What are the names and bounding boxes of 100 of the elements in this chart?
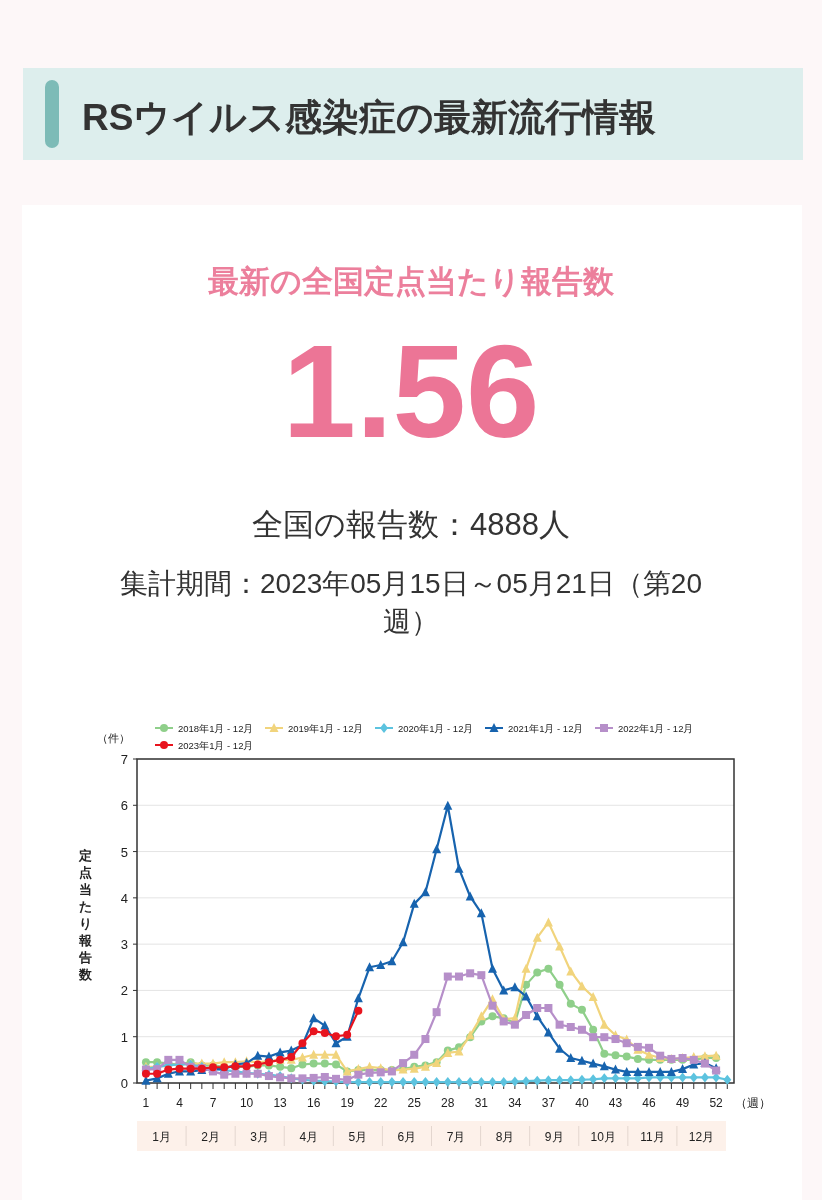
point (666, 1066, 676, 1076)
y-tick-label: 4 (120, 890, 128, 906)
x-tick-label: 37 (541, 1096, 556, 1110)
point (521, 991, 531, 1001)
text: 12月 (688, 1130, 715, 1144)
point (399, 1077, 408, 1088)
point (589, 1025, 598, 1034)
y-tick-label: 6 (120, 798, 128, 814)
point (589, 1033, 598, 1042)
legend-label: 2018年1月 - 12月 (178, 723, 254, 734)
point (566, 999, 575, 1008)
point (599, 1019, 609, 1029)
text: 全国の報告数：4888人 (252, 507, 570, 542)
point (309, 1049, 319, 1059)
point (611, 1073, 620, 1084)
chart-subtitle: 最新の全国定点当たり報告数 (208, 264, 615, 299)
point (253, 1050, 263, 1060)
text: 5月 (348, 1130, 368, 1144)
x-tick-label: 28 (441, 1096, 455, 1110)
point (622, 1066, 632, 1076)
point (354, 1006, 363, 1015)
text: 2月 (201, 1130, 220, 1144)
point (499, 1077, 508, 1088)
text: 6月 (397, 1130, 417, 1144)
y-tick-label: 5 (120, 844, 128, 860)
legend-label: 2021年1月 - 12月 (508, 723, 584, 734)
point (611, 1051, 620, 1060)
point (533, 1075, 542, 1086)
point (555, 1075, 564, 1086)
point (398, 937, 408, 947)
point (711, 1050, 721, 1060)
point (332, 1074, 340, 1083)
point (566, 1075, 575, 1086)
point (164, 1065, 173, 1074)
point (376, 959, 386, 969)
point (644, 1066, 654, 1076)
point (555, 1020, 564, 1029)
point (276, 1062, 285, 1071)
point (566, 1022, 575, 1031)
point (577, 1025, 586, 1034)
point (588, 991, 598, 1001)
point (343, 1075, 352, 1084)
text: 1月 (152, 1130, 171, 1144)
x-tick-label: 7 (209, 1096, 217, 1110)
legend-label: 2022年1月 - 12月 (618, 723, 694, 734)
point (600, 1049, 609, 1058)
point (141, 1069, 150, 1078)
point (454, 863, 464, 873)
point (320, 1049, 330, 1059)
chart-title: RSウイルス感染症の最新流行情報 (82, 97, 657, 138)
point (387, 1077, 396, 1088)
x-tick-label: 10 (239, 1096, 254, 1110)
point (566, 1053, 576, 1063)
point (220, 1070, 229, 1079)
point (297, 1052, 307, 1062)
point (443, 1077, 452, 1088)
point (309, 1073, 318, 1082)
point (376, 1077, 385, 1088)
point (600, 1033, 609, 1042)
legend-label: 2020年1月 - 12月 (398, 723, 474, 734)
point (488, 1012, 497, 1021)
point (488, 963, 498, 973)
point (532, 1011, 542, 1021)
y-tick-label: 1 (120, 1029, 128, 1045)
point (622, 1039, 631, 1048)
text: 1.56 (282, 318, 540, 465)
point (633, 1066, 643, 1076)
x-tick-label: 31 (474, 1096, 489, 1110)
point (287, 1064, 296, 1073)
point (589, 1074, 598, 1085)
point (633, 1054, 642, 1063)
point (577, 1055, 587, 1065)
point (443, 800, 453, 810)
point (600, 1073, 609, 1084)
x-tick-label: 1 (142, 1096, 150, 1110)
text: 11月 (640, 1130, 665, 1144)
text: 8月 (495, 1130, 515, 1144)
x-tick-label: 46 (642, 1096, 657, 1110)
point (622, 1052, 631, 1061)
point (454, 972, 463, 981)
point (320, 1029, 329, 1038)
point (309, 1059, 318, 1068)
point (544, 1004, 553, 1013)
point (175, 1055, 184, 1064)
legend-label: 2019年1月 - 12月 (288, 723, 364, 734)
point (466, 969, 475, 978)
point (577, 1074, 586, 1085)
point (420, 887, 430, 897)
point (421, 1077, 430, 1088)
text: （件） (96, 732, 130, 744)
point (365, 962, 375, 972)
point (354, 1070, 363, 1079)
point (320, 1072, 329, 1081)
point (164, 1055, 173, 1064)
point (432, 844, 442, 854)
point (522, 1076, 531, 1087)
point (476, 908, 486, 918)
point (153, 1069, 162, 1078)
y-tick-label: 7 (120, 752, 128, 767)
point (555, 980, 564, 989)
